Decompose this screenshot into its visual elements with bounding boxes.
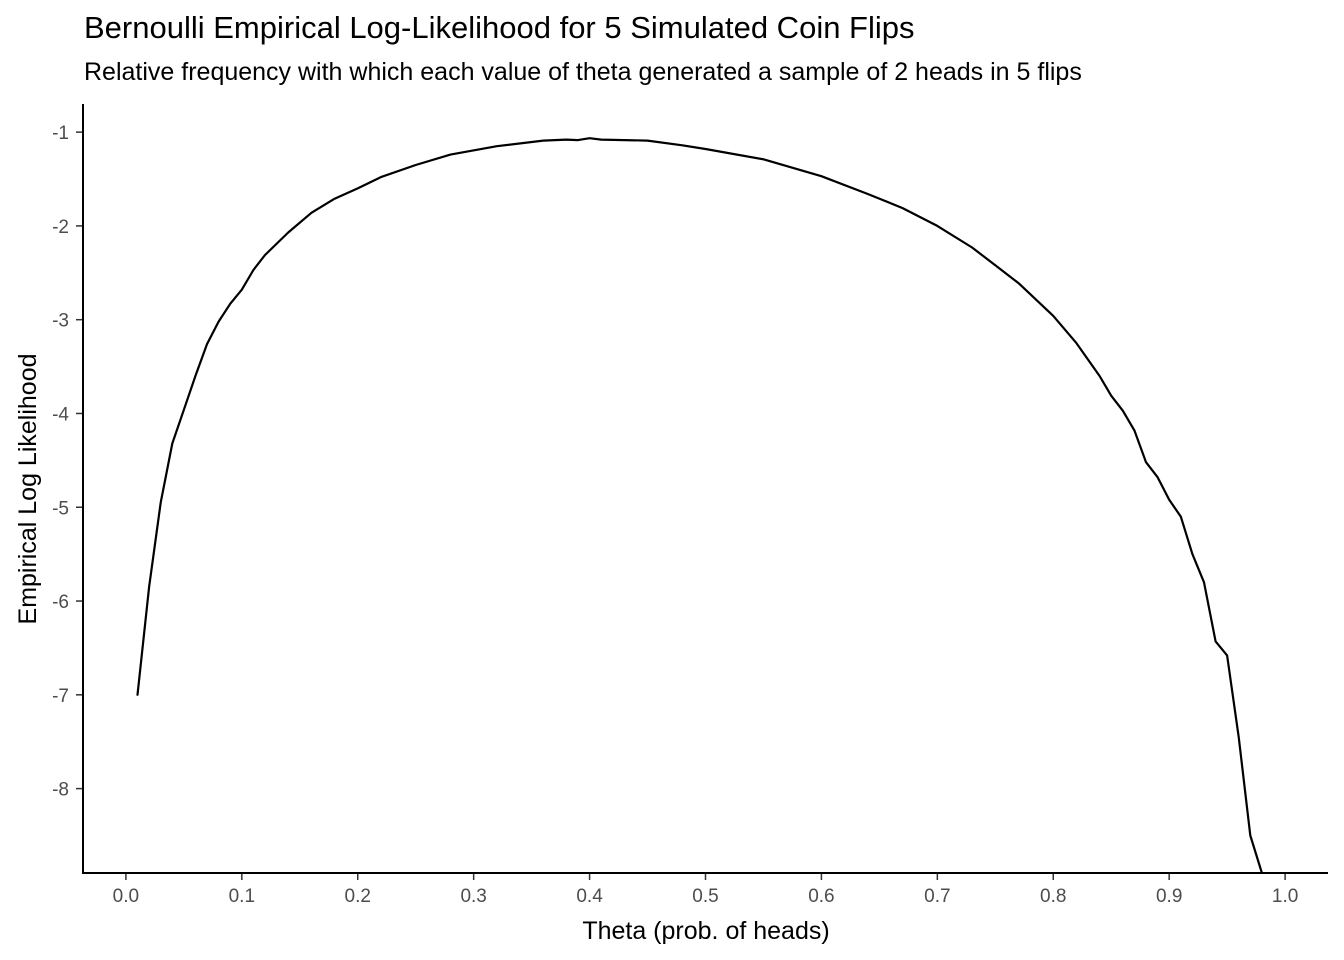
x-tick-label: 0.6: [808, 886, 834, 907]
y-tick-label: -4: [52, 404, 69, 425]
y-tick-label: -6: [52, 592, 69, 613]
x-tick-label: 0.7: [924, 886, 950, 907]
x-tick-label: 0.0: [113, 886, 139, 907]
series-line: [136, 137, 1264, 875]
x-tick-label: 0.9: [1156, 886, 1182, 907]
y-tick-label: -1: [52, 123, 69, 144]
y-tick-label: -7: [52, 686, 69, 707]
x-tick-label: 0.3: [460, 886, 486, 907]
chart-subtitle: Relative frequency with which each value…: [84, 58, 1082, 86]
x-tick-label: 0.5: [692, 886, 718, 907]
axes-layer: [82, 104, 1328, 874]
y-tick-label: -3: [52, 311, 69, 332]
y-tick-label: -2: [52, 217, 69, 238]
series-layer: [136, 137, 1264, 875]
x-tick-label: 0.4: [576, 886, 603, 907]
ticks-layer: 0.0 0.1 0.2 0.3 0.4 0.5 0.6 0.7 0.8 0.9 1.0 -1 -2 -3 -…: [52, 123, 1298, 907]
x-tick-label: 1.0: [1272, 886, 1298, 907]
x-tick-label: 0.1: [229, 886, 255, 907]
y-tick-label: -5: [52, 498, 69, 519]
y-axis-title: Empirical Log Likelihood: [14, 354, 42, 625]
x-tick-label: 0.8: [1040, 886, 1066, 907]
chart-title: Bernoulli Empirical Log-Likelihood for 5…: [84, 10, 915, 45]
x-axis-title: Theta (prob. of heads): [582, 917, 829, 945]
x-tick-label: 0.2: [345, 886, 371, 907]
y-tick-label: -8: [52, 780, 69, 801]
